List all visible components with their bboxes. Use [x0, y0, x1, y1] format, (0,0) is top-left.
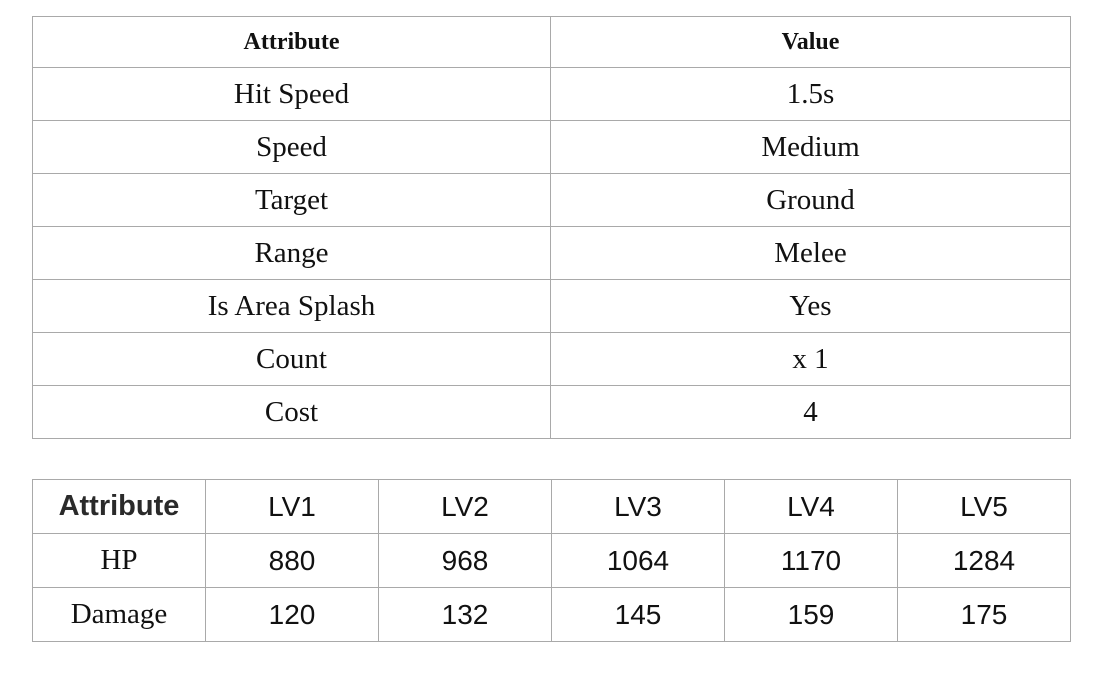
attribute-value: x 1 [550, 332, 1071, 386]
attribute-name: Speed [32, 120, 551, 174]
stat-value: 1064 [551, 533, 725, 588]
attribute-name: Cost [32, 385, 551, 439]
attribute-value: Ground [550, 173, 1071, 227]
attribute-value: Melee [550, 226, 1071, 280]
level-column-header: LV5 [897, 479, 1071, 534]
value-column-header: Value [550, 16, 1071, 68]
attribute-value: 1.5s [550, 67, 1071, 121]
attributes-header-row: Attribute Value [32, 16, 1071, 68]
attribute-name: Is Area Splash [32, 279, 551, 333]
stat-value: 1170 [724, 533, 898, 588]
table-row: HP 880 968 1064 1170 1284 [32, 533, 1071, 588]
stat-value: 880 [205, 533, 379, 588]
table-row: Cost 4 [32, 385, 1071, 439]
stat-value: 159 [724, 587, 898, 642]
attribute-column-header: Attribute [32, 479, 206, 534]
stat-label: Damage [32, 587, 206, 642]
attribute-value: Yes [550, 279, 1071, 333]
level-column-header: LV3 [551, 479, 725, 534]
attribute-name: Hit Speed [32, 67, 551, 121]
level-column-header: LV1 [205, 479, 379, 534]
table-row: Is Area Splash Yes [32, 279, 1071, 333]
stat-value: 968 [378, 533, 552, 588]
stat-value: 120 [205, 587, 379, 642]
table-row: Count x 1 [32, 332, 1071, 386]
table-row: Speed Medium [32, 120, 1071, 174]
levels-header-row: Attribute LV1 LV2 LV3 LV4 LV5 [32, 479, 1071, 534]
stat-value: 1284 [897, 533, 1071, 588]
stat-value: 175 [897, 587, 1071, 642]
attribute-column-header: Attribute [32, 16, 551, 68]
attribute-name: Count [32, 332, 551, 386]
stat-label: HP [32, 533, 206, 588]
attribute-value: 4 [550, 385, 1071, 439]
table-row: Target Ground [32, 173, 1071, 227]
attribute-value: Medium [550, 120, 1071, 174]
level-column-header: LV4 [724, 479, 898, 534]
attribute-name: Range [32, 226, 551, 280]
attributes-table: Attribute Value Hit Speed 1.5s Speed Med… [32, 16, 1071, 439]
table-row: Damage 120 132 145 159 175 [32, 587, 1071, 642]
table-row: Range Melee [32, 226, 1071, 280]
table-row: Hit Speed 1.5s [32, 67, 1071, 121]
stat-value: 145 [551, 587, 725, 642]
stat-value: 132 [378, 587, 552, 642]
attribute-name: Target [32, 173, 551, 227]
levels-table: Attribute LV1 LV2 LV3 LV4 LV5 HP 880 968… [32, 479, 1071, 642]
level-column-header: LV2 [378, 479, 552, 534]
